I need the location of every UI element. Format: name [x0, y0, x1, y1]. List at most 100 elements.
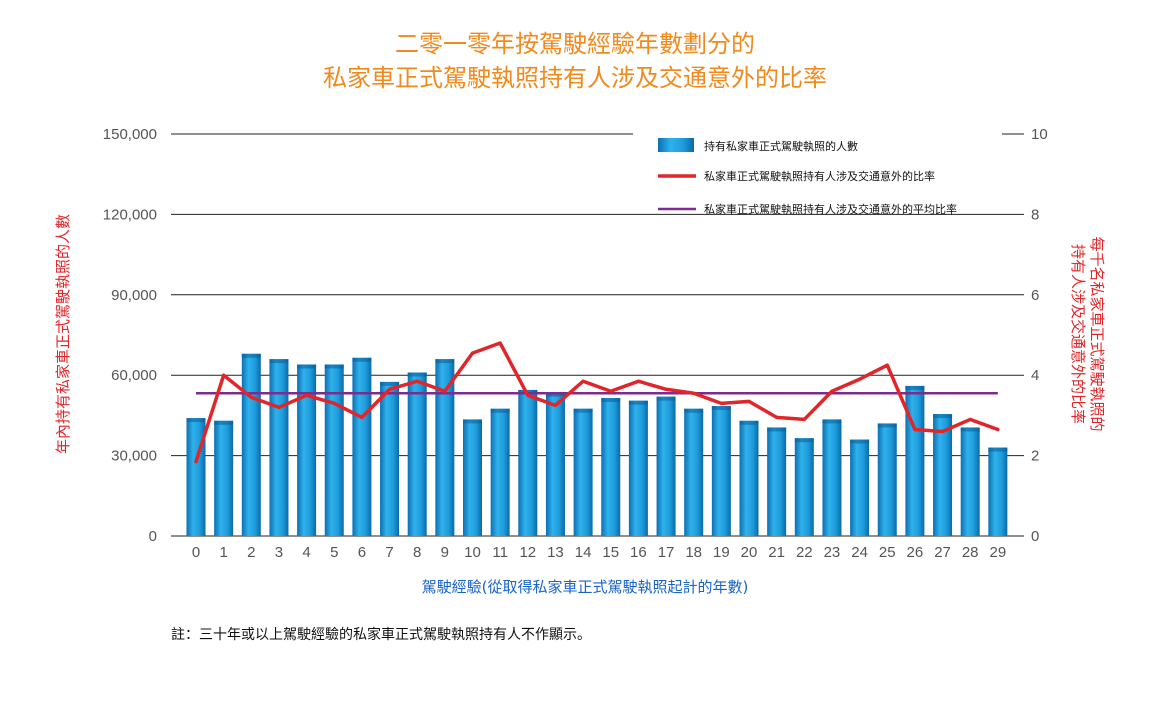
rate-point	[692, 391, 696, 395]
bar-cap	[656, 396, 676, 401]
rate-point	[332, 401, 336, 405]
x-axis-ticks: 0 1 2 3 4 5 6 7 8 9 10 11 12 13 14 15 16 17 18 19 20 21 22 23 24…	[192, 544, 1006, 561]
bar	[324, 364, 344, 536]
bar	[960, 427, 980, 536]
x-tick-label: 4	[302, 544, 310, 561]
left-tick-label: 60,000	[111, 367, 157, 384]
bar	[711, 406, 731, 536]
bar	[850, 439, 870, 536]
rate-point	[941, 429, 945, 433]
right-tick-label: 10	[1031, 126, 1048, 143]
rate-point	[636, 379, 640, 383]
bar-cap	[628, 400, 648, 405]
left-tick-label: 150,000	[103, 126, 157, 143]
footnote: 註：三十年或以上駕駛經驗的私家車正式駕駛執照持有人不作顯示。	[171, 626, 591, 643]
legend-label-bars: 持有私家車正式駕駛執照的人數	[704, 139, 858, 153]
x-tick-label: 24	[851, 544, 868, 561]
rate-point	[775, 415, 779, 419]
rate-point	[913, 427, 917, 431]
left-tick-label: 120,000	[103, 206, 157, 223]
x-tick-label: 15	[602, 544, 619, 561]
bar	[933, 414, 953, 536]
bar-cap	[435, 359, 455, 364]
rate-point	[747, 399, 751, 403]
rate-point	[249, 395, 253, 399]
x-tick-label: 27	[934, 544, 951, 561]
x-tick-label: 18	[685, 544, 702, 561]
bar	[463, 419, 482, 536]
rate-point	[858, 377, 862, 381]
rate-point	[498, 341, 502, 345]
rate-point	[360, 415, 364, 419]
bar-cap	[767, 427, 787, 432]
bar-cap	[352, 357, 372, 362]
legend-label-average: 私家車正式駕駛執照持有人涉及交通意外的平均比率	[704, 202, 957, 216]
x-tick-label: 0	[192, 544, 200, 561]
x-tick-label: 20	[741, 544, 758, 561]
bar-series	[186, 353, 1008, 536]
x-tick-label: 22	[796, 544, 813, 561]
bar-cap	[601, 397, 621, 402]
bar-cap	[822, 419, 842, 424]
x-tick-label: 6	[358, 544, 366, 561]
left-tick-label: 0	[149, 528, 157, 545]
bar	[435, 359, 455, 536]
right-tick-label: 0	[1031, 528, 1039, 545]
bar	[767, 427, 787, 536]
rate-point	[830, 389, 834, 393]
bar	[877, 423, 897, 536]
rate-point	[581, 379, 585, 383]
legend-swatch-bars	[658, 138, 694, 152]
bar	[684, 408, 704, 536]
x-tick-label: 8	[413, 544, 421, 561]
bar-cap	[850, 439, 870, 444]
bar-cap	[877, 423, 897, 428]
bar-cap	[933, 414, 953, 419]
bar-cap	[739, 420, 759, 425]
bar	[905, 385, 925, 536]
bar-cap	[297, 364, 317, 369]
rate-point	[664, 387, 668, 391]
x-tick-label: 14	[575, 544, 592, 561]
bar	[518, 389, 538, 536]
rate-point	[885, 363, 889, 367]
bar	[573, 408, 593, 536]
bar	[241, 353, 261, 536]
right-axis-label-line-2: 持有人涉及交通意外的比率	[1069, 244, 1087, 424]
bar-cap	[463, 419, 482, 424]
rate-point	[553, 403, 557, 407]
bar	[988, 447, 1008, 536]
rate-point	[443, 389, 447, 393]
x-tick-label: 25	[879, 544, 896, 561]
bar	[352, 357, 372, 536]
bar-cap	[684, 408, 704, 413]
bar-cap	[960, 427, 980, 432]
rate-point	[471, 351, 474, 355]
bar	[380, 381, 400, 536]
rate-point	[526, 393, 530, 397]
right-tick-label: 2	[1031, 448, 1039, 465]
bar	[269, 359, 289, 536]
rate-point	[277, 405, 281, 409]
left-axis-label: 年內持有私家車正式駕駛執照的人數	[54, 214, 72, 454]
x-tick-label: 7	[385, 544, 393, 561]
x-tick-label: 12	[519, 544, 536, 561]
bar-cap	[324, 364, 344, 369]
x-tick-label: 23	[824, 544, 841, 561]
bar-cap	[269, 359, 289, 364]
x-axis-label: 駕駛經驗(從取得私家車正式駕駛執照起計的年數)	[422, 578, 749, 596]
bar	[214, 420, 234, 536]
bar	[628, 400, 648, 536]
x-tick-label: 29	[990, 544, 1007, 561]
bar-cap	[407, 372, 427, 377]
right-axis-label-line-1: 每千名私家車正式駕駛執照的	[1088, 236, 1106, 431]
right-axis-ticks: 0 2 4 6 8 10	[1031, 126, 1048, 545]
left-tick-label: 30,000	[111, 448, 157, 465]
bar	[407, 372, 427, 536]
right-tick-label: 8	[1031, 206, 1039, 223]
bar	[601, 397, 621, 536]
line-series	[194, 341, 1000, 464]
x-tick-label: 28	[962, 544, 979, 561]
accident-rate-line	[194, 341, 1000, 464]
